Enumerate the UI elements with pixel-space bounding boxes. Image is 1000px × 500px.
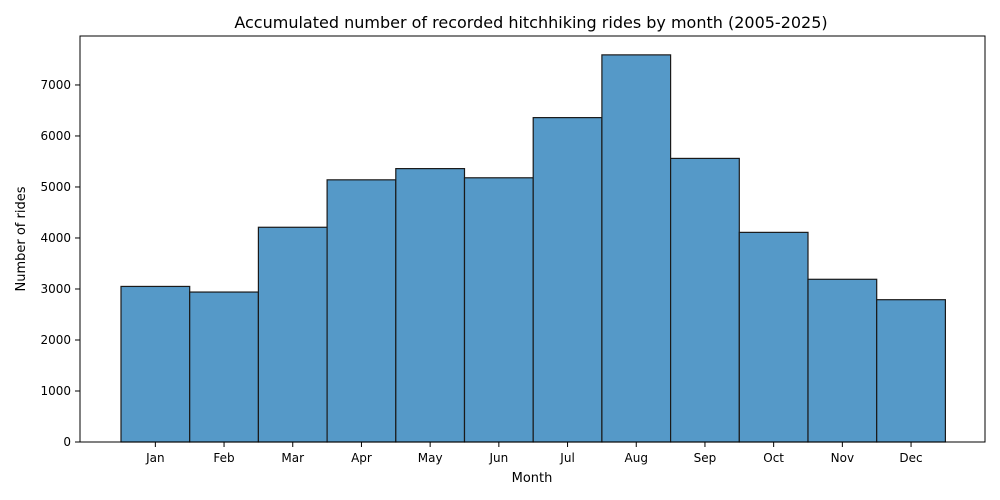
y-tick-label: 4000 [40,231,71,245]
y-axis: 0 1000 2000 3000 4000 5000 6000 7000 [40,78,80,449]
bar-nov [807,278,878,443]
x-tick-label-nov: Nov [831,451,854,465]
x-axis: Jan Feb Mar Apr May Jun Jul Aug Sep Oct Nov Dec [145,442,923,465]
bar-jun [463,177,534,443]
y-tick-label: 7000 [40,78,71,92]
x-tick-label-jul: Jul [559,451,574,465]
bar-apr [326,179,397,443]
x-tick-label-mar: Mar [281,451,304,465]
plot-frame [79,35,986,443]
x-axis-label: Month [512,471,553,486]
y-tick-label: 6000 [40,129,71,143]
x-tick-label-may: May [418,451,443,465]
x-tick-label-feb: Feb [213,451,234,465]
y-tick-label: 0 [63,435,71,449]
bar-feb [189,291,259,443]
y-tick-label: 1000 [40,384,71,398]
bar-may [395,168,466,443]
x-tick-label-oct: Oct [763,451,784,465]
y-tick-label: 2000 [40,333,71,347]
bar-jul [532,117,603,443]
x-tick-label-dec: Dec [899,451,922,465]
bar-oct [738,231,809,443]
x-tick-label-apr: Apr [351,451,372,465]
bar-dec [876,299,947,443]
x-tick-label-jun: Jun [488,451,508,465]
x-tick-label-jan: Jan [145,451,165,465]
x-tick-label-sep: Sep [694,451,717,465]
y-tick-label: 5000 [40,180,71,194]
bar-aug [601,54,672,443]
bars-group [120,54,947,443]
chart-title: Accumulated number of recorded hitchhiki… [234,13,827,32]
y-axis-label: Number of rides [14,186,29,291]
bar-sep [669,157,740,443]
x-tick-label-aug: Aug [625,451,648,465]
y-tick-label: 3000 [40,282,71,296]
bar-jan [120,285,191,443]
bar-mar [257,226,328,443]
